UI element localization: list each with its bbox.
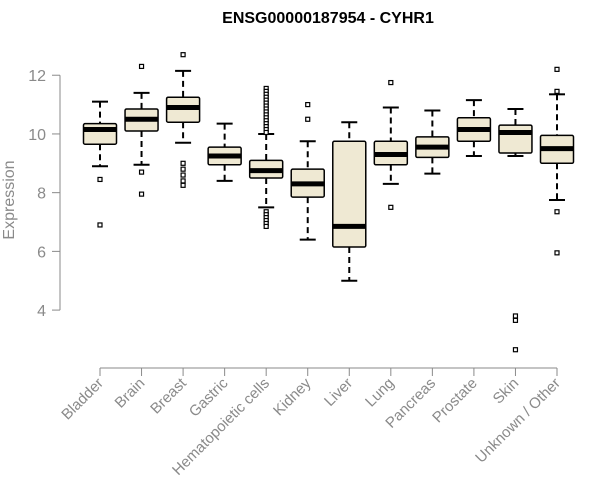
x-tick-label: Brain bbox=[112, 375, 149, 412]
outlier-point bbox=[388, 204, 394, 210]
outlier-point bbox=[180, 52, 186, 58]
outlier-point bbox=[512, 317, 519, 323]
outlier-point bbox=[180, 178, 186, 184]
y-tick-label: 4 bbox=[37, 303, 46, 320]
outlier-point bbox=[263, 129, 269, 136]
box-body bbox=[332, 140, 367, 248]
outlier-point bbox=[97, 222, 103, 228]
x-tick-label: Kidney bbox=[270, 374, 315, 419]
chart-title: ENSG00000187954 - CYHR1 bbox=[222, 10, 434, 27]
box bbox=[207, 122, 242, 182]
y-axis-label: Expression bbox=[1, 160, 18, 239]
outlier-point bbox=[263, 223, 269, 230]
box bbox=[456, 99, 492, 157]
outlier-point bbox=[554, 88, 560, 94]
x-tick-label: Bladder bbox=[58, 375, 107, 424]
box bbox=[373, 106, 409, 185]
y-axis: 4 6 8 10 12 bbox=[28, 68, 61, 320]
outlier-point bbox=[305, 101, 311, 108]
outlier-point bbox=[138, 63, 145, 70]
x-tick-label: Lung bbox=[362, 375, 398, 411]
outlier-point bbox=[554, 250, 560, 256]
outlier-point bbox=[138, 169, 145, 175]
y-tick-label: 6 bbox=[37, 244, 46, 261]
box bbox=[124, 91, 159, 166]
box-body bbox=[82, 122, 118, 145]
outlier-point bbox=[388, 79, 394, 86]
box bbox=[415, 109, 450, 175]
box-body bbox=[498, 124, 533, 154]
outlier-point bbox=[512, 313, 519, 319]
box bbox=[498, 107, 533, 157]
outlier-point bbox=[180, 182, 186, 188]
box bbox=[165, 69, 201, 144]
outlier-point bbox=[554, 209, 560, 215]
box-series bbox=[82, 69, 575, 282]
y-tick-label: 10 bbox=[28, 127, 46, 144]
box bbox=[248, 132, 284, 209]
x-tick-label: Breast bbox=[147, 374, 190, 417]
outlier-series bbox=[97, 52, 560, 353]
outlier-point bbox=[180, 160, 186, 166]
outlier-point bbox=[97, 176, 103, 183]
box bbox=[332, 121, 367, 282]
outlier-point bbox=[305, 116, 311, 122]
x-tick-label: Prostate bbox=[429, 375, 481, 427]
y-tick-label: 12 bbox=[28, 68, 46, 85]
box bbox=[539, 93, 575, 201]
x-tick-label: Skin bbox=[490, 375, 523, 408]
box bbox=[82, 100, 118, 168]
outlier-point bbox=[138, 191, 145, 197]
outlier-point bbox=[180, 166, 186, 172]
box bbox=[290, 140, 325, 241]
x-tick-label: Liver bbox=[321, 375, 356, 410]
outlier-point bbox=[554, 66, 560, 72]
y-tick-label: 8 bbox=[37, 186, 46, 203]
outlier-point bbox=[512, 347, 519, 353]
outlier-point bbox=[180, 172, 186, 178]
